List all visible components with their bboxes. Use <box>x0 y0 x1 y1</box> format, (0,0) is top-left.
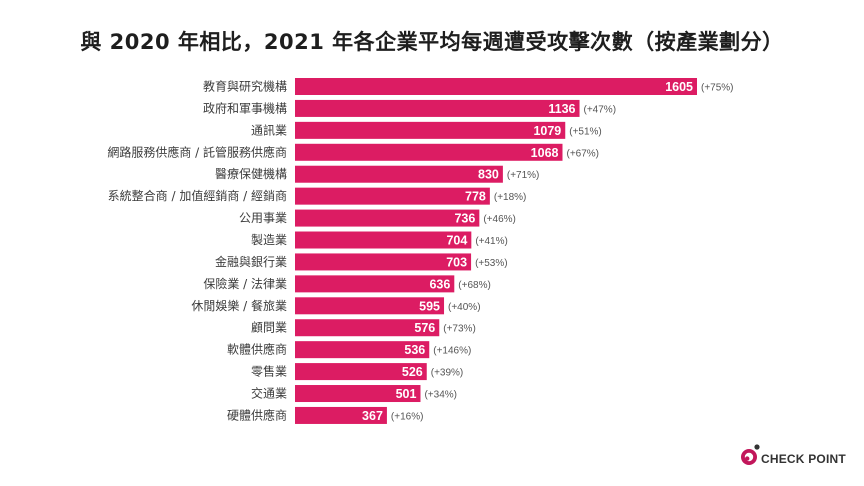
category-label: 硬體供應商 <box>227 407 287 422</box>
value-label: 595 <box>419 299 440 313</box>
value-label: 501 <box>396 387 417 401</box>
change-label: (+71%) <box>507 170 540 181</box>
bar <box>295 121 566 139</box>
category-label: 製造業 <box>251 233 287 247</box>
value-label: 1079 <box>533 124 561 138</box>
bar <box>295 165 503 183</box>
bar <box>295 253 472 271</box>
value-label: 1136 <box>548 102 575 116</box>
logo-text: CHECK POINT <box>761 452 846 466</box>
value-label: 1605 <box>665 80 693 94</box>
category-label: 顧問業 <box>251 320 287 335</box>
value-label: 736 <box>454 212 475 226</box>
category-label: 交通業 <box>251 386 287 401</box>
change-label: (+68%) <box>458 280 491 291</box>
change-label: (+51%) <box>569 126 602 137</box>
change-label: (+53%) <box>475 258 508 269</box>
bar <box>295 231 472 249</box>
bar <box>295 187 490 205</box>
category-label: 金融與銀行業 <box>215 254 287 269</box>
category-label: 政府和軍事機構 <box>203 100 287 115</box>
change-label: (+67%) <box>566 148 599 159</box>
change-label: (+46%) <box>483 214 516 225</box>
change-label: (+16%) <box>391 411 424 422</box>
bar <box>295 78 697 95</box>
bar <box>295 319 440 337</box>
chart-title: 與 2020 年相比，2021 年各企業平均每週遭受攻擊次數（按產業劃分） <box>80 30 784 54</box>
category-label: 軟體供應商 <box>227 342 287 357</box>
value-label: 576 <box>414 321 435 335</box>
category-label: 通訊業 <box>251 122 287 137</box>
value-label: 778 <box>465 190 486 204</box>
category-label: 公用事業 <box>239 211 287 225</box>
bar <box>295 341 430 359</box>
category-label: 休閒娛樂 / 餐旅業 <box>191 298 287 313</box>
category-label: 醫療保健機構 <box>215 166 287 181</box>
change-label: (+47%) <box>584 104 617 115</box>
change-label: (+75%) <box>701 83 734 94</box>
bar <box>295 385 421 403</box>
value-label: 367 <box>362 409 383 423</box>
value-label: 536 <box>404 343 425 357</box>
change-label: (+39%) <box>431 368 464 379</box>
category-label: 零售業 <box>251 364 287 379</box>
bar <box>295 406 387 424</box>
bar <box>295 209 480 227</box>
value-label: 526 <box>402 365 423 379</box>
change-label: (+73%) <box>443 324 476 335</box>
bar <box>295 99 580 117</box>
category-label: 系統整合商 / 加值經銷商 / 經銷商 <box>108 188 287 203</box>
bar <box>295 143 563 161</box>
change-label: (+146%) <box>433 346 471 357</box>
value-label: 703 <box>446 255 467 269</box>
change-label: (+18%) <box>494 192 527 203</box>
change-label: (+34%) <box>424 390 457 401</box>
change-label: (+41%) <box>475 236 508 247</box>
bar <box>295 275 455 293</box>
category-label: 教育與研究機構 <box>203 79 287 94</box>
value-label: 636 <box>429 277 450 291</box>
value-label: 830 <box>478 168 499 182</box>
bar <box>295 297 445 315</box>
bar <box>295 363 427 381</box>
value-label: 1068 <box>531 146 559 160</box>
category-label: 保險業 / 法律業 <box>203 276 287 291</box>
value-label: 704 <box>446 234 467 248</box>
change-label: (+40%) <box>448 302 481 313</box>
category-label: 網路服務供應商 / 託管服務供應商 <box>107 144 287 159</box>
check-point-logo-icon <box>741 444 760 465</box>
